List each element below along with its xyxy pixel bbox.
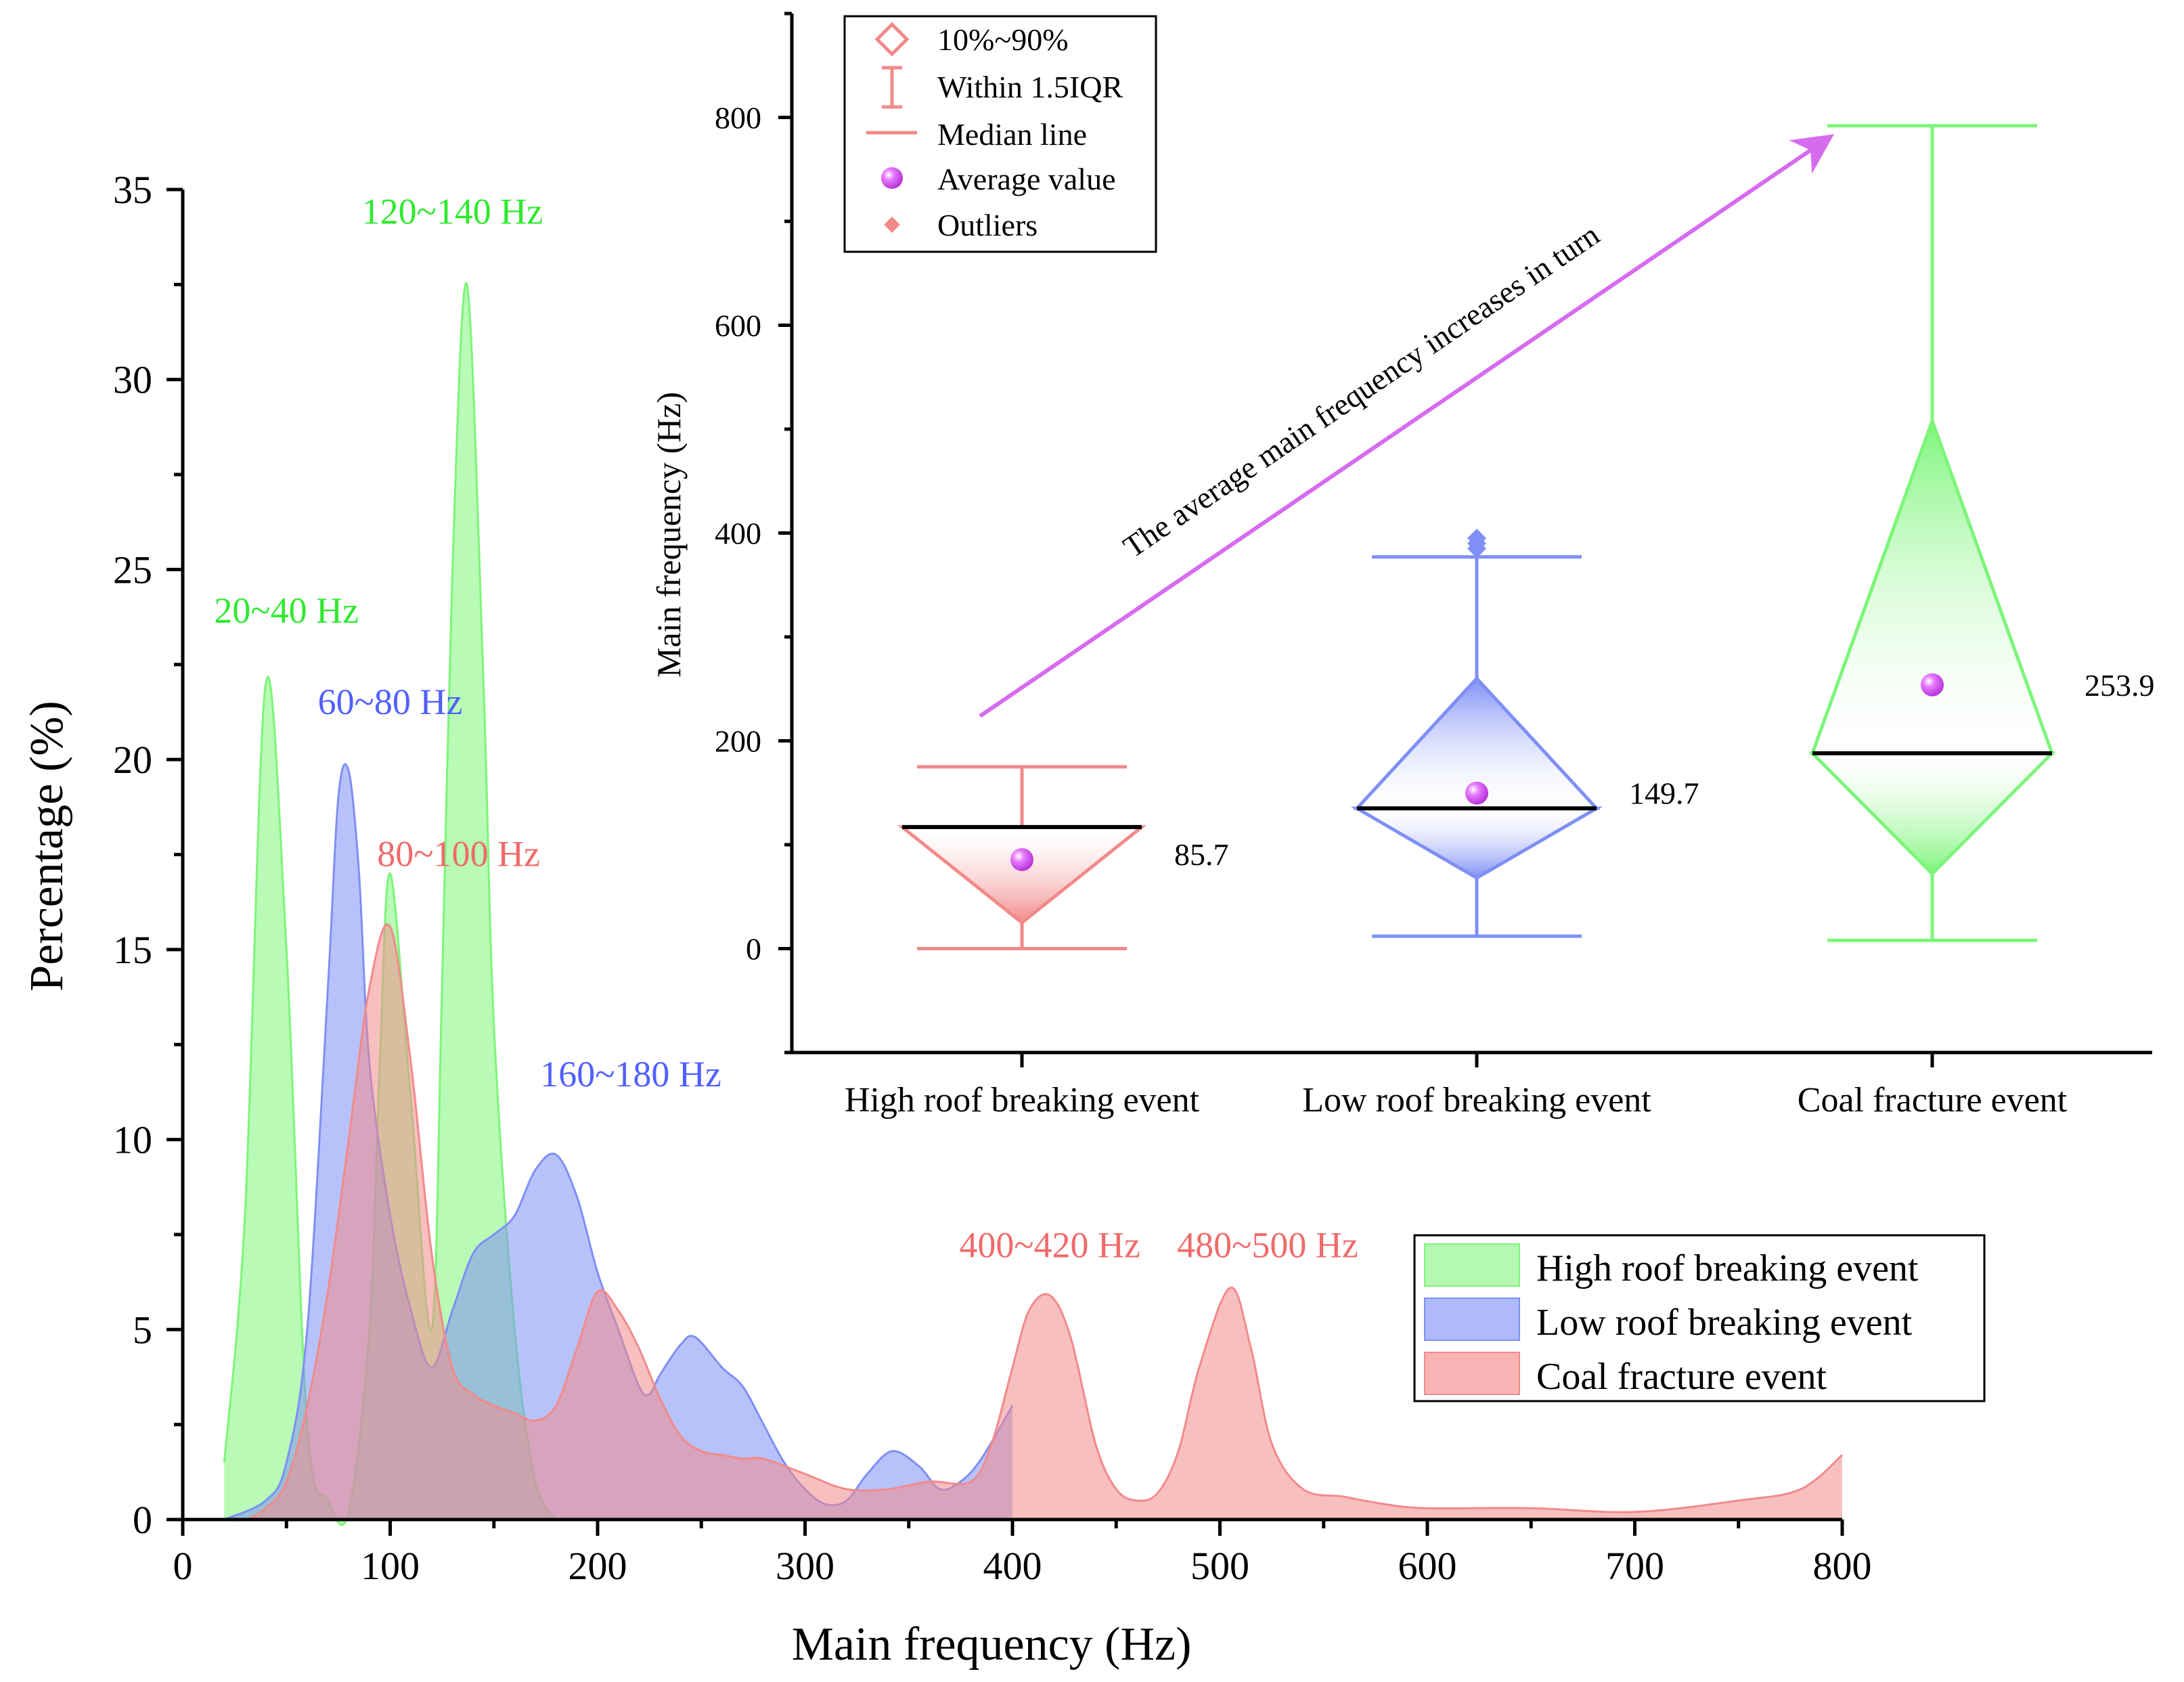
legend-label-outliers: Outliers (937, 208, 1038, 242)
inset-boxes: 85.7 149.7 253.9 (897, 124, 2155, 950)
density-legend: High roof breaking event Low roof breaki… (1413, 1234, 1986, 1402)
legend-label-iqr: Within 1.5IQR (937, 70, 1123, 104)
legend-swatch-high-roof (1424, 1243, 1520, 1287)
inset-y-tick-label: 400 (715, 516, 761, 551)
legend-diamond-icon (874, 22, 910, 57)
density-chart: 0 100 200 300 400 500 600 700 800 0 5 10 15 20 25 30 35… (21, 168, 1986, 1670)
legend-label-low-roof: Low roof breaking event (1536, 1302, 1913, 1344)
legend-label-p10-p90: 10%~90% (937, 22, 1069, 57)
density-y-ticks: 0 5 10 15 20 25 30 35 (113, 168, 183, 1542)
mean-point (1010, 847, 1033, 871)
area-high-roof (224, 283, 556, 1525)
x-tick-label: 300 (776, 1544, 834, 1588)
peak-label: 480~500 Hz (1177, 1225, 1358, 1266)
mean-value-label: 149.7 (1629, 776, 1699, 811)
box-low-roof: 149.7 (1350, 529, 1699, 938)
x-tick-label: 700 (1605, 1544, 1664, 1588)
y-tick-label: 30 (113, 358, 152, 402)
inset-y-axis-title: Main frequency (Hz) (650, 392, 688, 678)
legend-average-icon (881, 167, 903, 189)
peak-label: 20~40 Hz (214, 590, 359, 631)
box-high-roof: 85.7 (897, 765, 1229, 950)
mean-value-label: 253.9 (2085, 668, 2155, 703)
area-coal-fracture (224, 924, 1842, 1521)
legend-swatch-coal (1424, 1352, 1520, 1395)
inset-y-tick-label: 800 (715, 101, 761, 135)
peak-label: 160~180 Hz (540, 1054, 721, 1094)
category-label: High roof breaking event (845, 1081, 1200, 1120)
legend-label-high-roof: High roof breaking event (1536, 1247, 1919, 1289)
inset-y-tick-label: 600 (715, 309, 761, 343)
x-tick-label: 600 (1398, 1544, 1457, 1588)
x-tick-label: 500 (1190, 1544, 1249, 1588)
y-tick-label: 15 (113, 928, 152, 972)
category-label: Coal fracture event (1798, 1081, 2068, 1120)
y-tick-label: 35 (113, 168, 152, 212)
mean-point (1921, 673, 1944, 696)
trend-arrow (979, 134, 1834, 718)
y-axis-title: Percentage (%) (21, 701, 73, 991)
x-tick-label: 0 (173, 1544, 193, 1588)
legend-label-coal: Coal fracture event (1536, 1356, 1827, 1398)
legend-swatch-low-roof (1424, 1298, 1520, 1341)
density-x-ticks: 0 100 200 300 400 500 600 700 800 (173, 1520, 1872, 1588)
y-tick-label: 5 (133, 1308, 152, 1352)
box-chart-inset: 0 200 400 600 800 85.7 149.7 253.9 High roof b… (650, 12, 2155, 1120)
mean-value-label: 85.7 (1174, 837, 1229, 872)
x-tick-label: 100 (361, 1544, 420, 1588)
legend-label-average: Average value (937, 162, 1116, 196)
x-axis-title: Main frequency (Hz) (792, 1618, 1192, 1670)
x-tick-label: 200 (569, 1544, 627, 1588)
y-tick-label: 0 (133, 1498, 152, 1542)
outlier-point (1467, 529, 1486, 548)
y-tick-label: 20 (113, 738, 152, 782)
peak-label: 120~140 Hz (362, 192, 543, 232)
legend-whisker-icon (882, 66, 902, 109)
density-areas (223, 282, 1843, 1526)
inset-y-tick-label: 200 (715, 724, 761, 759)
category-label: Low roof breaking event (1302, 1081, 1651, 1120)
peak-label: 60~80 Hz (318, 682, 463, 722)
legend-outlier-icon (884, 217, 900, 233)
peak-annotations: 120~140 Hz 20~40 Hz 60~80 Hz 80~100 Hz 160~1… (214, 192, 1358, 1266)
peak-label: 400~420 Hz (959, 1225, 1140, 1266)
box-coal-fracture: 253.9 (1808, 124, 2155, 942)
y-tick-label: 25 (113, 548, 152, 592)
mean-point (1465, 781, 1488, 805)
legend-label-median: Median line (937, 117, 1087, 152)
area-outline-coal-fracture (224, 923, 1843, 1522)
x-tick-label: 800 (1813, 1544, 1872, 1588)
inset-y-tick-label: 0 (746, 932, 761, 967)
peak-label: 80~100 Hz (377, 833, 540, 874)
inset-legend: 10%~90% Within 1.5IQR Median line Averag… (843, 15, 1157, 253)
x-tick-label: 400 (983, 1544, 1042, 1588)
inset-y-ticks: 0 200 400 600 800 (715, 12, 792, 1055)
y-tick-label: 10 (113, 1118, 152, 1162)
inset-category-labels: High roof breaking event Low roof breakin… (845, 1053, 2068, 1120)
